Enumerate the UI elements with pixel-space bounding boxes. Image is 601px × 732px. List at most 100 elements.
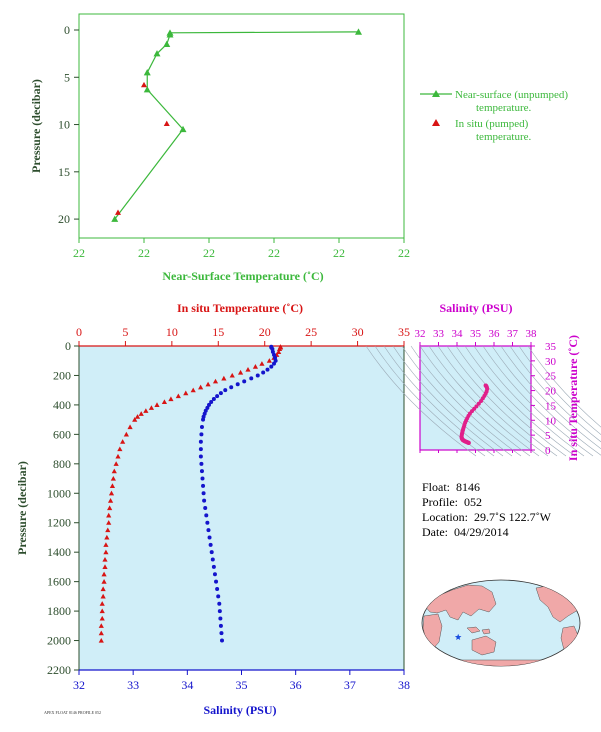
salinity-point bbox=[242, 379, 247, 384]
in-situ-point bbox=[141, 81, 147, 88]
profile-temperature-tick-label: 5 bbox=[122, 325, 128, 339]
ts-temperature-tick-label: 35 bbox=[545, 341, 557, 353]
near-surface-x-axis: 22 22 22 22 22 22 bbox=[73, 238, 410, 260]
near-surface-point bbox=[153, 50, 161, 57]
ts-density-contour bbox=[410, 345, 522, 457]
ts-density-contour bbox=[419, 345, 531, 457]
profile-y-label: Pressure (decibar) bbox=[15, 461, 29, 555]
ts-point bbox=[466, 440, 471, 445]
temperature-point bbox=[101, 579, 107, 584]
salinity-point bbox=[272, 361, 276, 366]
profile-y-tick-label: 1600 bbox=[47, 575, 71, 589]
profile-y-axis: 0 200 400 600 800 1000 1200 1400 1600 1800 2000 220… bbox=[47, 339, 79, 677]
near-surface-y-tick-label: 5 bbox=[64, 70, 70, 84]
salinity-point bbox=[199, 461, 204, 466]
temperature-point bbox=[105, 527, 111, 533]
profile-plot-frame bbox=[78, 345, 405, 671]
temperature-point bbox=[107, 498, 114, 503]
near-surface-point bbox=[143, 69, 151, 76]
salinity-point bbox=[208, 542, 213, 547]
salinity-point bbox=[199, 432, 204, 437]
location-row: Location: 29.7˚S 122.7˚W bbox=[422, 510, 551, 525]
salinity-point bbox=[215, 587, 220, 591]
temperature-point bbox=[237, 369, 244, 375]
profile-y-tick-label: 2000 bbox=[47, 634, 71, 648]
profile-y-tick-label: 400 bbox=[53, 398, 71, 412]
ts-density-contour bbox=[392, 345, 504, 457]
float-location-star bbox=[454, 633, 462, 640]
temperature-point bbox=[99, 608, 105, 614]
near-surface-y-label: Pressure (decibar) bbox=[29, 79, 43, 173]
near-surface-point bbox=[166, 31, 174, 38]
date-row: Date: 04/29/2014 bbox=[422, 525, 551, 540]
salinity-point bbox=[203, 506, 208, 510]
temperature-point bbox=[259, 361, 265, 366]
temperature-point bbox=[103, 542, 109, 547]
temperature-point bbox=[229, 372, 235, 378]
ts-density-contour bbox=[365, 345, 477, 457]
salinity-point bbox=[229, 385, 234, 390]
profile-panel: 0200400600800100012001400160018002000220… bbox=[15, 301, 410, 717]
ts-density-contour bbox=[482, 345, 594, 457]
temperature-point bbox=[198, 384, 204, 390]
near-surface-y-axis: 0 5 10 15 20 bbox=[58, 23, 79, 226]
temperature-point bbox=[106, 512, 112, 518]
salinity-point bbox=[209, 399, 214, 404]
ts-temperature-tick-label: 20 bbox=[545, 386, 557, 398]
temperature-point bbox=[103, 549, 109, 555]
salinity-point bbox=[210, 557, 215, 562]
profile-salinity-tick-label: 38 bbox=[398, 678, 410, 692]
temperature-point bbox=[102, 564, 108, 569]
salinity-point bbox=[198, 447, 203, 452]
near-surface-plot-frame bbox=[78, 13, 405, 239]
legend-label-in-situ-1: In situ (pumped) bbox=[455, 118, 529, 130]
profile-y-tick-label: 0 bbox=[65, 339, 71, 353]
legend-label-near-surface-1: Near-surface (unpumped) bbox=[455, 89, 568, 101]
salinity-point bbox=[215, 394, 220, 399]
salinity-point bbox=[273, 358, 278, 363]
profile-y-tick-label: 1400 bbox=[47, 545, 71, 559]
salinity-point bbox=[211, 397, 216, 402]
near-surface-x-tick-label: 22 bbox=[138, 246, 150, 260]
temperature-point bbox=[106, 520, 112, 525]
ts-plot-frame bbox=[419, 345, 532, 451]
temperature-point bbox=[107, 505, 113, 511]
in-situ-point bbox=[163, 120, 170, 126]
ts-panel: 32 33 34 35 36 37 38 0 5 10 15 20 25 30 35 Salinity (P… bbox=[365, 301, 601, 461]
near-surface-point bbox=[355, 28, 362, 35]
near-surface-x-label: Near-Surface Temperature (˚C) bbox=[162, 269, 323, 283]
ts-temperature-tick-label: 10 bbox=[545, 415, 557, 427]
ts-density-contour bbox=[527, 345, 601, 428]
temperature-point bbox=[266, 358, 272, 363]
salinity-point bbox=[198, 439, 203, 444]
legend-label-in-situ-2: temperature. bbox=[476, 131, 532, 143]
ts-temperature-tick-label: 15 bbox=[545, 400, 557, 412]
ts-density-contour bbox=[455, 345, 567, 457]
temperature-point bbox=[221, 375, 227, 381]
ts-density-contour bbox=[518, 345, 601, 435]
near-surface-point bbox=[111, 215, 119, 222]
near-surface-x-tick-label: 22 bbox=[203, 246, 215, 260]
salinity-point bbox=[223, 388, 228, 393]
temperature-point bbox=[98, 630, 104, 636]
footer-mark: APEX FLOAT 8146 PROFILE 052 bbox=[44, 710, 102, 715]
profile-temperature-tick-label: 15 bbox=[212, 325, 224, 339]
near-surface-x-tick-label: 22 bbox=[268, 246, 280, 260]
ts-salinity-tick-label: 33 bbox=[433, 328, 445, 340]
temperature-point bbox=[205, 381, 211, 387]
near-surface-point bbox=[143, 86, 151, 93]
near-surface-series bbox=[111, 28, 362, 222]
temperature-point bbox=[117, 446, 123, 452]
ts-density-contour bbox=[383, 345, 495, 457]
in-situ-point bbox=[115, 209, 121, 215]
salinity-point bbox=[207, 535, 212, 540]
profile-temperature-tick-label: 20 bbox=[259, 325, 271, 339]
ts-salinity-tick-label: 32 bbox=[415, 328, 426, 340]
date-label: Date: bbox=[422, 525, 448, 539]
profile-salinity-tick-label: 33 bbox=[127, 678, 139, 692]
salinity-point bbox=[202, 498, 207, 503]
ts-point bbox=[479, 398, 484, 403]
temperature-point bbox=[154, 402, 160, 407]
salinity-point bbox=[214, 579, 219, 584]
